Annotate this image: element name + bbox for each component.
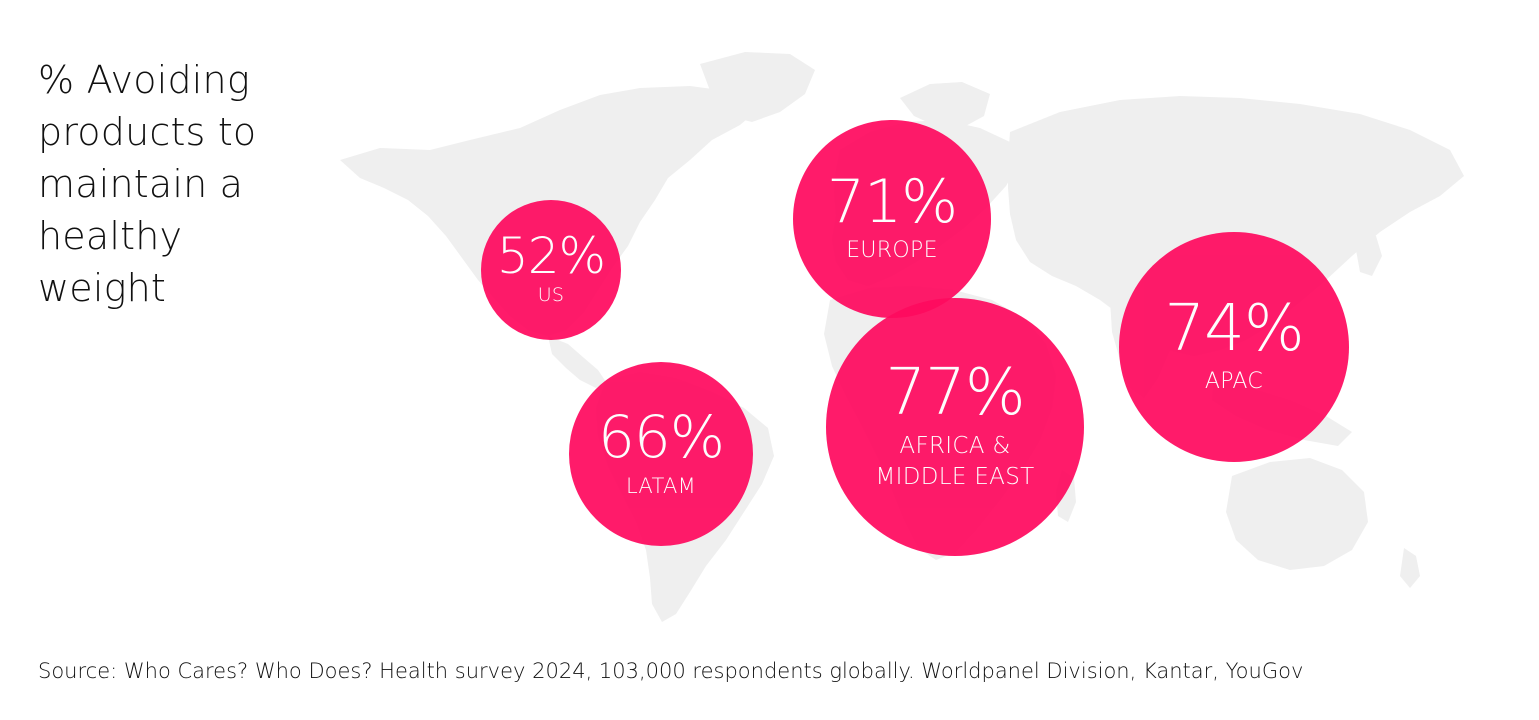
landmass-new-zealand [1400, 548, 1420, 588]
landmass-japan [1356, 228, 1382, 276]
percent-latam: 66% [598, 402, 725, 471]
percent-apac: 74% [1164, 292, 1304, 367]
bubble-africa-middle-east: 77% AFRICA & MIDDLE EAST [826, 298, 1084, 556]
bubble-europe: 71% EUROPE [793, 120, 991, 318]
region-label-us: US [537, 284, 565, 307]
chart-title: % Avoiding products to maintain a health… [38, 58, 257, 310]
landmass-asia [1008, 96, 1464, 356]
bubble-latam: 66% LATAM [569, 362, 753, 546]
percent-europe: 71% [826, 167, 958, 238]
bubble-apac: 74% APAC [1119, 232, 1349, 462]
region-label-latam: LATAM [625, 473, 697, 498]
region-label-apac: APAC [1204, 369, 1264, 395]
landmass-scandinavia [900, 82, 990, 128]
percent-africa-middle-east: 77% [885, 355, 1025, 430]
landmass-greenland [700, 52, 815, 122]
source-note: Source: Who Cares? Who Does? Health surv… [38, 659, 1304, 683]
bubble-us: 52% US [481, 200, 621, 340]
percent-us: 52% [496, 227, 606, 286]
landmass-australia [1226, 458, 1368, 570]
region-label-europe: EUROPE [846, 238, 938, 264]
landmass-central-america [548, 336, 606, 388]
region-label-africa-middle-east: AFRICA & MIDDLE EAST [875, 432, 1035, 490]
